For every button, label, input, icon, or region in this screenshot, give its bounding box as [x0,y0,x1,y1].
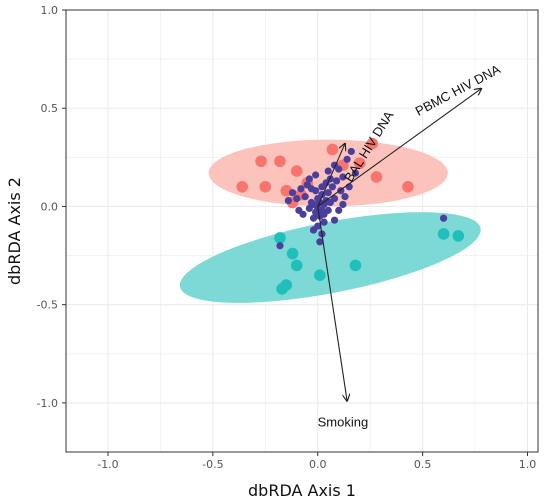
teal-data-point [290,259,303,272]
dense-data-point [309,214,318,222]
y-tick-label: 1.0 [41,4,59,17]
arrow-label: Smoking [318,414,369,429]
dense-data-point [324,167,332,175]
x-tick-label: 0.0 [309,458,327,471]
y-tick-label: -1.0 [37,397,58,410]
red-data-point [259,181,272,193]
dense-data-point [307,198,316,207]
teal-data-point [437,228,450,240]
y-axis-title: dbRDA Axis 2 [5,177,24,285]
red-data-point [370,171,383,183]
red-data-point [366,137,379,150]
red-data-point [326,143,339,156]
dense-data-point [339,200,347,209]
teal-group-ellipse [179,212,481,303]
x-tick-label: 0.5 [414,458,432,471]
dense-data-point [297,185,305,193]
teal-data-point [349,259,362,272]
red-data-point [255,155,267,168]
red-data-point [402,181,414,193]
teal-data-point [276,283,288,295]
red-data-point [353,157,366,170]
dense-data-point [341,193,349,201]
dense-data-point [335,206,343,214]
panel-border [65,9,539,453]
dense-data-point [307,185,316,193]
dense-data-point [330,216,339,224]
teal-data-point [274,232,286,244]
dense-data-point [318,183,326,191]
dense-data-point [312,171,320,179]
dense-data-point [276,242,284,250]
dense-data-point [324,206,332,214]
dense-data-point [324,189,332,197]
red-data-point [274,155,286,168]
dense-data-point [316,238,324,246]
teal-data-point [452,230,465,242]
dense-data-point [351,169,360,177]
biplot-arrow [317,144,345,207]
y-tick-label: -0.5 [37,299,58,312]
x-axis-title: dbRDA Axis 1 [248,481,356,500]
dense-data-point [293,194,301,203]
teal-data-point [314,269,326,282]
biplot-arrow [317,206,347,400]
x-tick-label: -0.5 [202,458,223,471]
dense-data-point [328,183,337,191]
y-tick-label: 0.0 [41,200,59,213]
teal-data-point [286,247,299,260]
x-tick-label: 1.0 [519,458,537,471]
dense-data-point [339,173,347,181]
red-data-point [290,165,303,177]
dense-data-point [330,194,339,203]
dense-data-point [347,147,355,156]
dense-data-point [284,196,292,205]
y-tick-label: 0.5 [41,102,59,115]
dense-data-point [305,204,313,213]
red-data-point [236,181,249,193]
dense-data-point [309,226,318,234]
dense-data-point [301,193,309,201]
dense-data-point [288,189,297,197]
dense-data-point [343,155,351,163]
axis-ticks: -1.0 -0.5 0.0 0.5 1.0 -1.0 -0.5 0.0 0.5 1.0 [37,4,537,471]
dense-data-point [305,175,313,183]
dense-data-point [333,177,341,185]
data-points [236,137,465,295]
biplot-arrow [317,89,482,207]
x-tick-label: -1.0 [97,458,118,471]
dense-data-point [295,206,303,214]
dense-data-point [440,214,448,222]
dense-data-point [320,218,328,226]
